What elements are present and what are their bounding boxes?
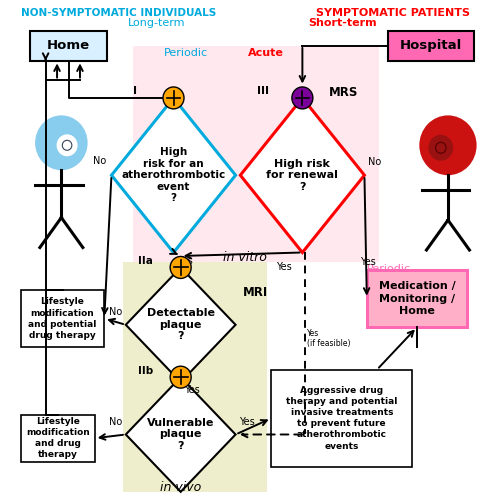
Text: Yes: Yes xyxy=(184,384,200,394)
Text: Yes: Yes xyxy=(177,256,193,266)
Circle shape xyxy=(419,116,477,175)
Text: IIb: IIb xyxy=(138,366,153,376)
Text: Yes: Yes xyxy=(276,262,292,272)
Text: High
risk for an
atherothrombotic
event
?: High risk for an atherothrombotic event … xyxy=(122,147,226,204)
Text: Acute: Acute xyxy=(247,48,284,58)
Text: No: No xyxy=(93,156,107,166)
Circle shape xyxy=(163,87,184,109)
FancyBboxPatch shape xyxy=(388,30,474,60)
Text: Short-term: Short-term xyxy=(309,18,377,28)
Text: Yes: Yes xyxy=(240,416,255,426)
Text: Medication /
Monitoring /
Home: Medication / Monitoring / Home xyxy=(378,281,455,316)
FancyBboxPatch shape xyxy=(271,370,412,467)
Text: Periodic: Periodic xyxy=(367,264,411,274)
Text: Lifestyle
modification
and potential
drug therapy: Lifestyle modification and potential dru… xyxy=(28,298,97,340)
Text: in vitro: in vitro xyxy=(223,251,267,264)
FancyBboxPatch shape xyxy=(367,270,467,328)
Circle shape xyxy=(57,134,78,156)
Text: High risk
for renewal
?: High risk for renewal ? xyxy=(266,158,338,192)
Text: No: No xyxy=(109,307,122,317)
Polygon shape xyxy=(126,268,236,382)
Text: IIa: IIa xyxy=(138,256,153,266)
Text: Long-term: Long-term xyxy=(128,18,186,28)
Text: MRI: MRI xyxy=(243,286,268,299)
Circle shape xyxy=(428,135,453,160)
Polygon shape xyxy=(126,377,236,492)
FancyBboxPatch shape xyxy=(124,262,267,492)
Text: Vulnerable
plaque
?: Vulnerable plaque ? xyxy=(147,418,214,451)
Text: No: No xyxy=(109,416,122,426)
Text: Periodic: Periodic xyxy=(164,48,207,58)
Circle shape xyxy=(170,366,191,388)
Text: Yes: Yes xyxy=(360,258,375,268)
FancyBboxPatch shape xyxy=(30,30,107,60)
Text: Hospital: Hospital xyxy=(400,39,462,52)
Circle shape xyxy=(292,87,313,109)
Text: I: I xyxy=(133,86,137,96)
FancyBboxPatch shape xyxy=(21,290,104,347)
Text: SYMPTOMATIC PATIENTS: SYMPTOMATIC PATIENTS xyxy=(316,8,470,18)
Text: III: III xyxy=(257,86,269,96)
Text: MRS: MRS xyxy=(329,86,358,100)
Text: Home: Home xyxy=(47,39,90,52)
Text: Lifestyle
modification
and drug
therapy: Lifestyle modification and drug therapy xyxy=(26,417,89,460)
FancyBboxPatch shape xyxy=(21,414,95,462)
Polygon shape xyxy=(112,98,236,252)
Circle shape xyxy=(170,256,191,278)
Circle shape xyxy=(35,116,87,170)
Text: in vivo: in vivo xyxy=(160,482,201,494)
Text: Yes
(if feasible): Yes (if feasible) xyxy=(307,329,351,348)
Text: No: No xyxy=(368,157,381,167)
Polygon shape xyxy=(241,98,365,252)
Text: NON-SYMPTOMATIC INDIVIDUALS: NON-SYMPTOMATIC INDIVIDUALS xyxy=(21,8,216,18)
FancyBboxPatch shape xyxy=(133,46,379,262)
Text: Aggressive drug
therapy and potential
invasive treatments
to prevent future
athe: Aggressive drug therapy and potential in… xyxy=(286,386,398,450)
Text: Detectable
plaque
?: Detectable plaque ? xyxy=(147,308,215,342)
